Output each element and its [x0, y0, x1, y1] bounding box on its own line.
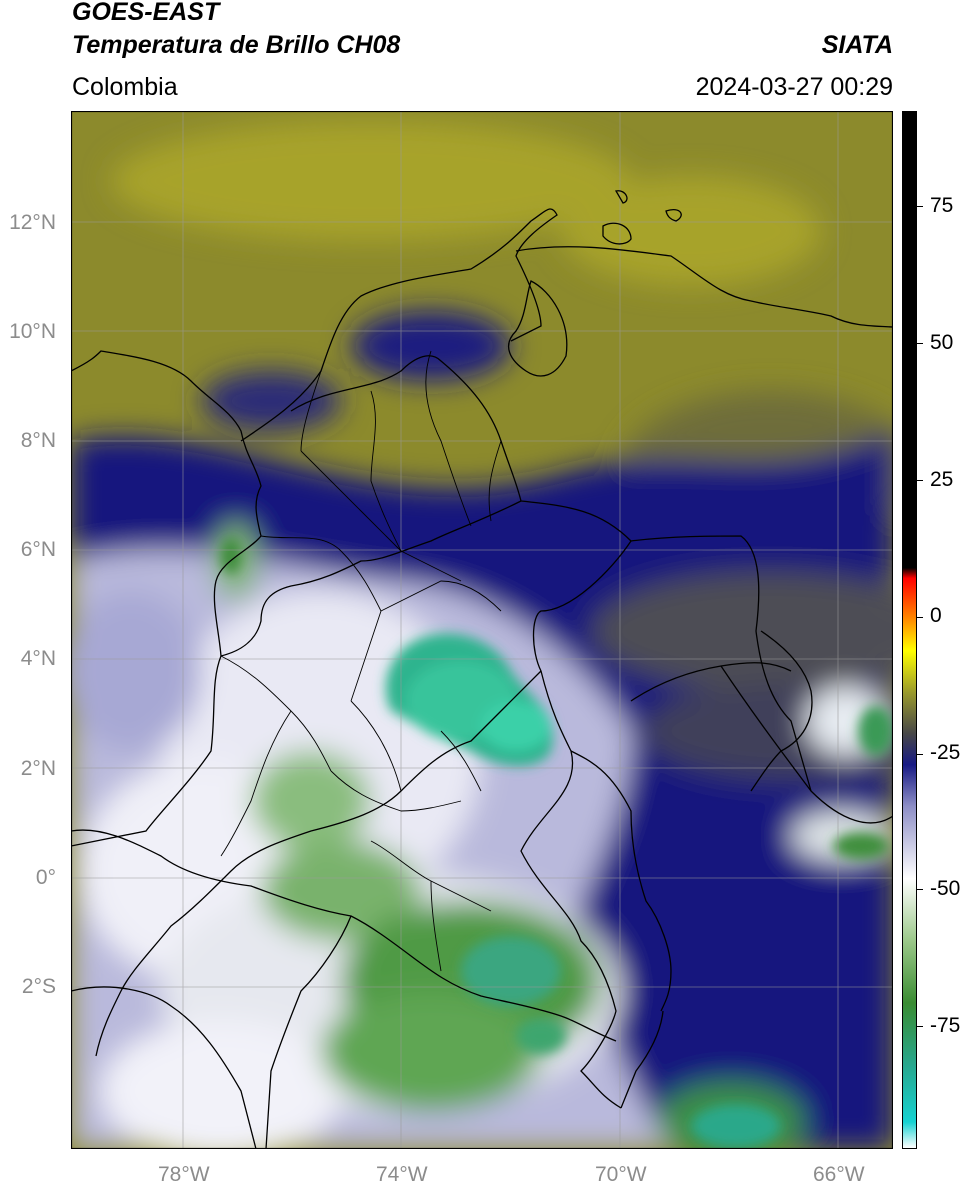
lat-tick-label: 12°N	[9, 211, 56, 234]
brightness-temperature-field	[71, 111, 893, 1149]
colorbar-label: -75	[930, 1014, 961, 1037]
agency-label: SIATA	[821, 31, 893, 59]
lat-tick-label: 6°N	[20, 538, 56, 561]
colorbar-label: -50	[930, 877, 961, 900]
lat-tick-label: 0°	[35, 866, 56, 889]
graticule	[71, 111, 893, 1149]
temperature-colorbar	[902, 111, 917, 1149]
lat-tick-label: 4°N	[20, 647, 56, 670]
colorbar-label: 0	[930, 604, 942, 627]
colorbar-label: 50	[930, 331, 954, 354]
satellite-title: GOES-EAST	[72, 0, 220, 26]
lat-tick-label: 2°S	[21, 975, 56, 998]
lon-tick-label: 66°W	[813, 1163, 865, 1186]
lon-tick-label: 78°W	[158, 1163, 210, 1186]
lon-tick-label: 74°W	[376, 1163, 428, 1186]
lat-tick-label: 10°N	[9, 320, 56, 343]
colorbar-label: -25	[930, 741, 961, 764]
colorbar-label: 75	[930, 194, 954, 217]
product-title: Temperatura de Brillo CH08	[72, 31, 401, 59]
lat-tick-label: 8°N	[20, 429, 56, 452]
colorbar-label: 25	[930, 468, 954, 491]
political-borders	[71, 190, 893, 1149]
timestamp-label: 2024-03-27 00:29	[695, 73, 893, 101]
department-borders	[220, 350, 502, 972]
region-label: Colombia	[72, 73, 178, 101]
lat-tick-label: 2°N	[20, 757, 56, 780]
satellite-map	[71, 111, 893, 1149]
lon-tick-label: 70°W	[595, 1163, 647, 1186]
